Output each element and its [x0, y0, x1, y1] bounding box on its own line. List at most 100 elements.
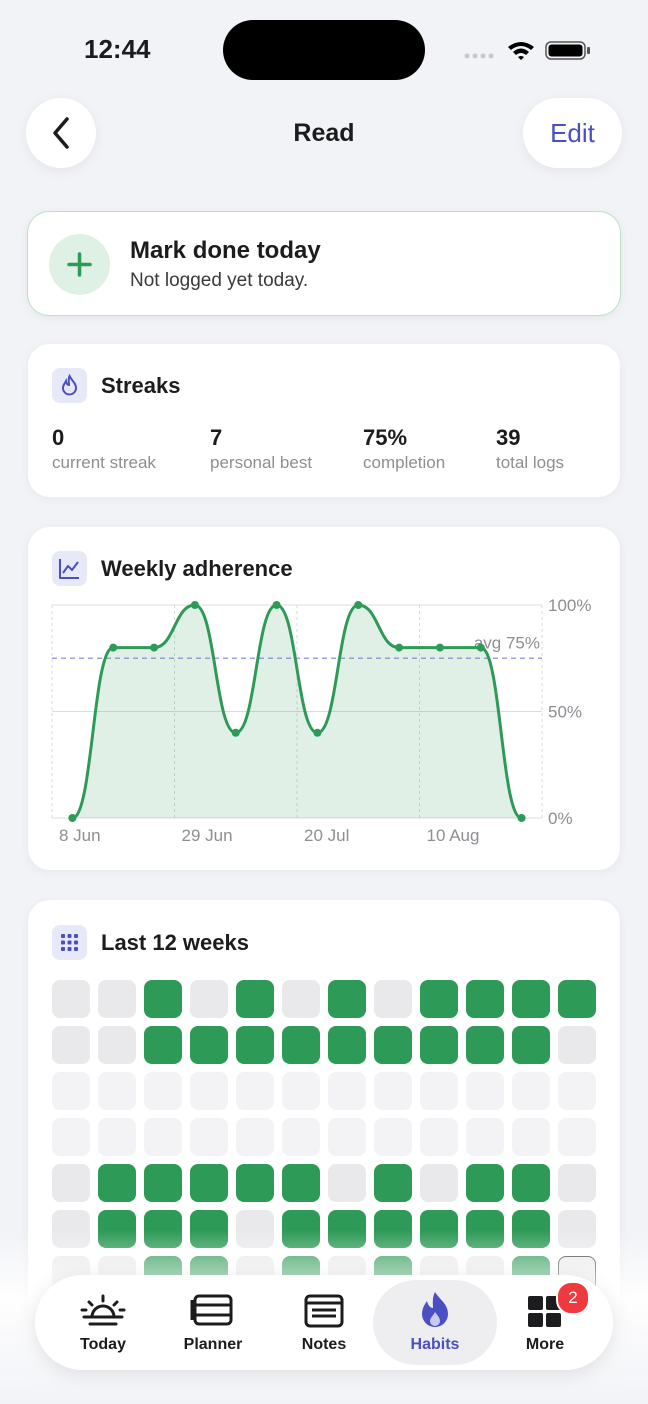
heat-cell	[236, 1072, 274, 1110]
chart-icon	[52, 551, 87, 586]
point	[517, 814, 526, 822]
heat-cell	[282, 1118, 320, 1156]
heat-cell	[190, 1118, 228, 1156]
heat-cell	[98, 980, 136, 1018]
heat-cell	[190, 980, 228, 1018]
point	[395, 643, 404, 652]
heat-cell	[466, 1026, 504, 1064]
heat-cell	[52, 1072, 90, 1110]
point	[476, 643, 485, 652]
point	[354, 601, 363, 609]
heat-cell	[558, 1026, 596, 1064]
heat-cell	[282, 1026, 320, 1064]
heat-cell	[558, 1072, 596, 1110]
point	[435, 643, 444, 652]
tab-label: Today	[80, 1336, 126, 1353]
heat-cell	[420, 1026, 458, 1064]
stat-value: 75%	[363, 425, 408, 450]
point	[150, 643, 159, 652]
tab-icon	[422, 1292, 448, 1327]
streaks-title: Streaks	[101, 373, 181, 398]
heat-cell	[98, 1118, 136, 1156]
tab[interactable]: Today	[48, 1290, 158, 1353]
dynamic-island	[223, 20, 425, 80]
tab-bar	[35, 1275, 613, 1370]
stat-label: total logs	[496, 453, 565, 472]
tab-label: Habits	[410, 1336, 460, 1353]
heat-cell	[328, 1118, 366, 1156]
heat-cell	[190, 1164, 228, 1202]
heat-cell	[466, 1072, 504, 1110]
tab[interactable]: Planner	[158, 1290, 268, 1353]
heat-cell	[512, 1118, 550, 1156]
tab-label: Planner	[183, 1336, 243, 1353]
heat-cell	[144, 1072, 182, 1110]
x-tick-label: 8 Jun	[59, 826, 101, 845]
heatmap-title: Last 12 weeks	[101, 930, 249, 955]
plus-button[interactable]	[49, 234, 110, 295]
heat-cell	[52, 980, 90, 1018]
heat-cell	[98, 1026, 136, 1064]
stat-label: personal best	[210, 453, 313, 472]
badge: 2	[556, 1281, 590, 1315]
heat-cell	[512, 1072, 550, 1110]
heat-cell	[144, 1026, 182, 1064]
mark-done-subtitle: Not logged yet today.	[130, 270, 309, 291]
plus-icon	[67, 252, 92, 277]
point	[109, 643, 118, 652]
heat-cell	[144, 1164, 182, 1202]
heat-cell	[328, 1072, 366, 1110]
stat-value: 7	[210, 425, 223, 450]
x-tick-label: 10 Aug	[427, 826, 480, 845]
heat-cell	[420, 1118, 458, 1156]
heat-cell	[512, 980, 550, 1018]
x-tick-label: 20 Jul	[304, 826, 349, 845]
heat-cell	[374, 980, 412, 1018]
heat-cell	[466, 1118, 504, 1156]
adherence-chart: 0% 50% 100% 8 Jun 29 Jun 20 Jul 10 Aug avg 75%	[51, 596, 591, 845]
heat-cell	[466, 1164, 504, 1202]
y-tick-label: 100%	[548, 596, 591, 615]
heat-cell	[282, 980, 320, 1018]
streaks-icon	[52, 368, 87, 403]
heat-cell	[98, 1072, 136, 1110]
heat-cell	[52, 1026, 90, 1064]
heat-cell	[144, 1118, 182, 1156]
average-label: avg 75%	[474, 633, 540, 652]
heat-cell	[328, 1164, 366, 1202]
heat-cell	[52, 1118, 90, 1156]
edit-button[interactable]: Edit	[523, 98, 622, 168]
heat-cell	[328, 1026, 366, 1064]
heat-cell	[558, 980, 596, 1018]
stat-value: 0	[52, 425, 65, 450]
stat-label: completion	[363, 453, 446, 472]
tab-label: Notes	[301, 1336, 347, 1353]
x-tick-label: 29 Jun	[182, 826, 233, 845]
tab[interactable]: Notes	[269, 1290, 379, 1353]
heat-cell	[420, 1164, 458, 1202]
back-button[interactable]	[26, 98, 96, 168]
heat-cell	[236, 1164, 274, 1202]
back-icon	[53, 117, 69, 149]
stat-label: current streak	[52, 453, 156, 472]
page-title: Read	[293, 119, 355, 147]
tab-icon	[304, 1294, 344, 1328]
heat-cell	[190, 1026, 228, 1064]
tab-icon	[190, 1294, 233, 1326]
heat-cell	[374, 1118, 412, 1156]
heatmap-icon	[52, 925, 87, 960]
tab[interactable]: Habits	[380, 1290, 490, 1353]
heat-cell	[98, 1164, 136, 1202]
heat-cell	[558, 1118, 596, 1156]
point	[231, 728, 240, 737]
status-time: 12:44	[84, 34, 151, 64]
point	[190, 601, 199, 609]
heat-cell	[420, 980, 458, 1018]
heat-cell	[236, 1026, 274, 1064]
heat-cell	[144, 980, 182, 1018]
heat-cell	[512, 1164, 550, 1202]
heat-cell	[190, 1072, 228, 1110]
mark-done-card[interactable]: Mark done today Not logged yet today.	[27, 211, 621, 316]
